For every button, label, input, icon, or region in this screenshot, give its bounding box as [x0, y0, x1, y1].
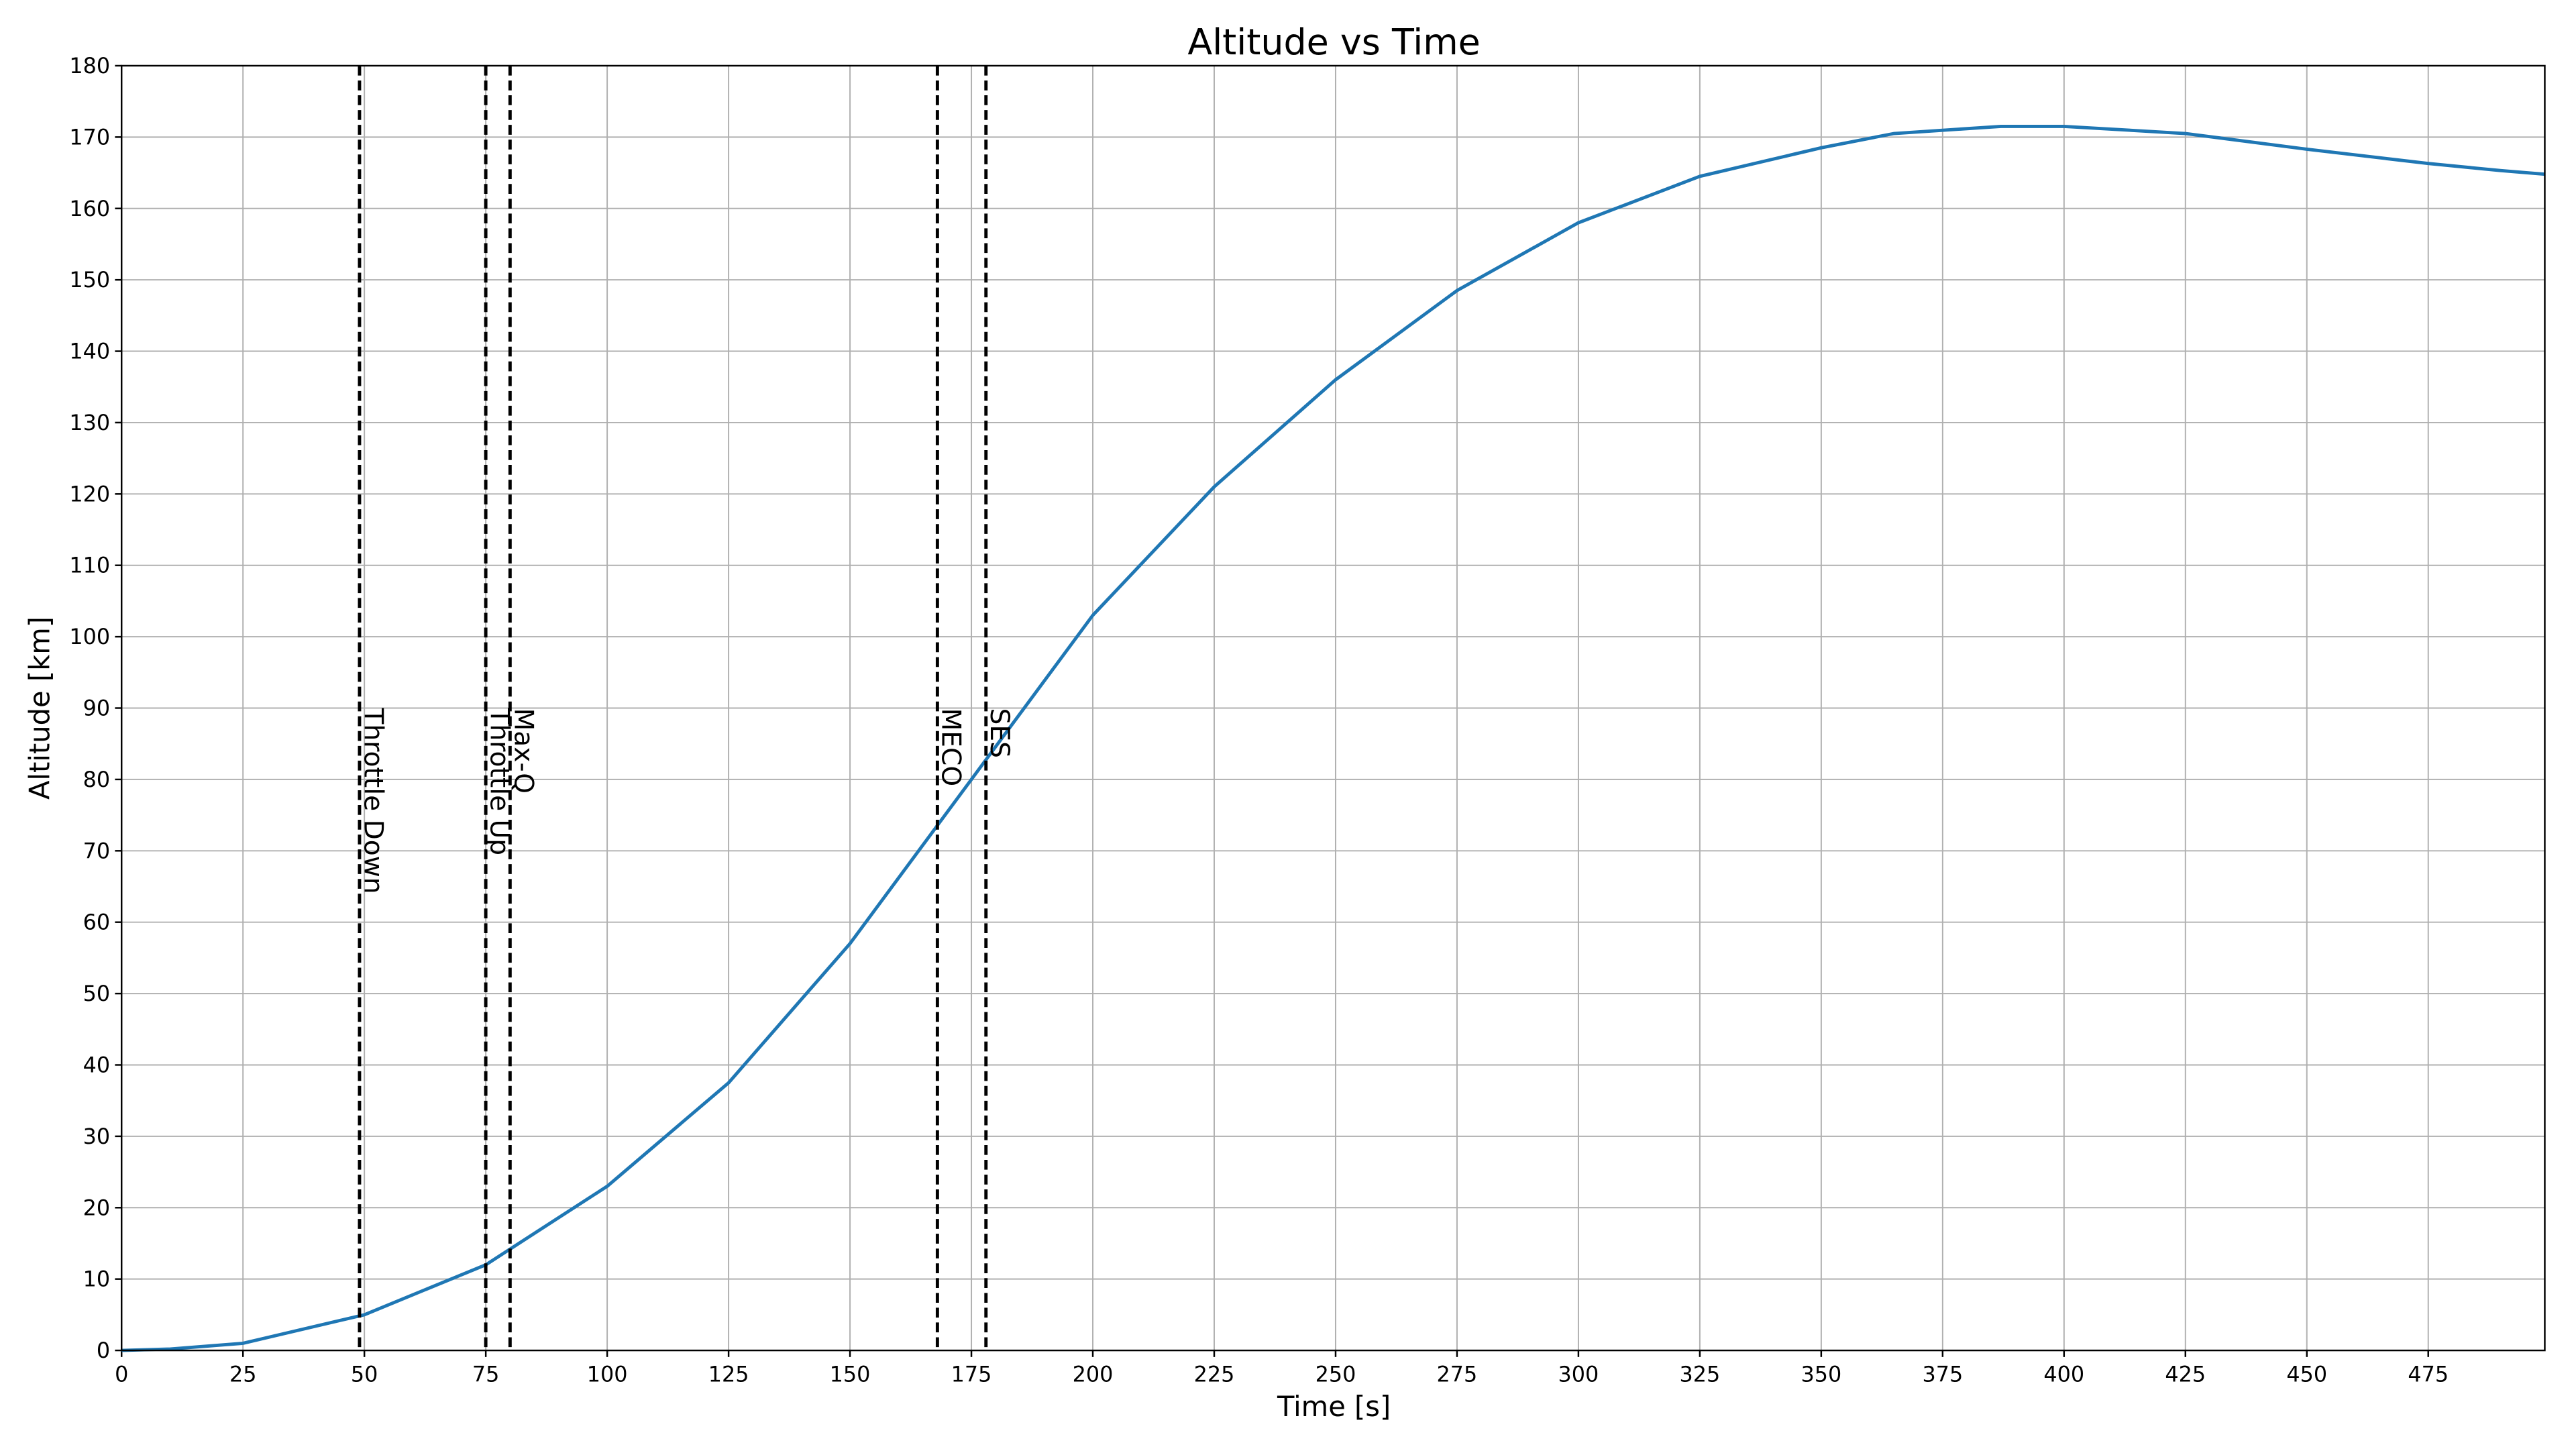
y-tick-label: 0: [97, 1338, 110, 1363]
y-tick-label: 110: [69, 553, 110, 578]
y-tick-label: 40: [83, 1053, 111, 1078]
y-axis-label: Altitude [km]: [23, 616, 56, 800]
event-label: SES: [984, 708, 1014, 758]
x-tick-label: 0: [115, 1362, 128, 1387]
x-tick-label: 125: [708, 1362, 749, 1387]
line-series: [121, 124, 2545, 1352]
y-tick-label: 120: [69, 481, 110, 506]
x-tick-label: 200: [1073, 1362, 1114, 1387]
x-tick-label: 425: [2165, 1362, 2206, 1387]
y-tick-label: 70: [83, 838, 111, 863]
x-tick-label: 375: [1922, 1362, 1963, 1387]
x-tick-label: 400: [2043, 1362, 2084, 1387]
x-tick-label: 175: [951, 1362, 992, 1387]
y-tick-label: 60: [83, 910, 111, 935]
x-tick-label: 100: [587, 1362, 628, 1387]
event-label: Throttle Down: [358, 708, 388, 894]
y-tick-label: 90: [83, 696, 111, 721]
x-tick-label: 325: [1680, 1362, 1721, 1387]
y-tick-label: 180: [69, 53, 110, 78]
plot-frame: [121, 64, 2546, 1352]
x-tick-label: 300: [1558, 1362, 1599, 1387]
y-tick-label: 20: [83, 1195, 111, 1220]
y-tick-label: 100: [69, 624, 110, 649]
y-tick-label: 130: [69, 410, 110, 435]
x-tick-label: 25: [229, 1362, 257, 1387]
x-tick-label: 450: [2286, 1362, 2327, 1387]
chart-title: Altitude vs Time: [1187, 21, 1480, 63]
y-tick-label: 150: [69, 267, 110, 292]
y-tick-label: 160: [69, 196, 110, 221]
y-tick-label: 10: [83, 1267, 111, 1292]
y-tick-label: 140: [69, 339, 110, 364]
x-tick-label: 75: [472, 1362, 500, 1387]
x-tick-label: 250: [1316, 1362, 1356, 1387]
y-tick-label: 50: [83, 981, 111, 1006]
x-tick-label: 475: [2408, 1362, 2449, 1387]
y-tick-label: 80: [83, 767, 111, 792]
event-label: Max-Q: [508, 708, 539, 794]
event-label: MECO: [936, 708, 966, 787]
y-tick-label: 30: [83, 1124, 111, 1149]
x-axis-label: Time [s]: [1277, 1390, 1391, 1423]
y-tick-label: 170: [69, 124, 110, 150]
x-tick-label: 50: [351, 1362, 378, 1387]
x-tick-label: 275: [1437, 1362, 1478, 1387]
x-tick-label: 150: [830, 1362, 871, 1387]
x-tick-label: 350: [1801, 1362, 1841, 1387]
x-tick-label: 225: [1194, 1362, 1235, 1387]
